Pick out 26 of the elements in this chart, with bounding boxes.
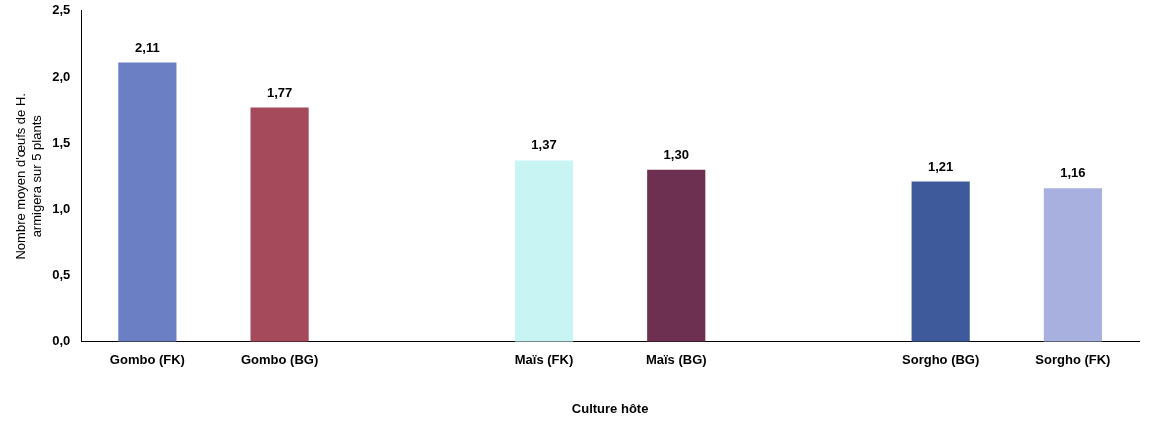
- y-tick-label: 1,5: [52, 134, 71, 150]
- data-label: 2,11: [135, 39, 160, 55]
- data-label: 1,37: [531, 137, 557, 153]
- y-tick-label: 0,5: [52, 267, 71, 283]
- y-tick-label: 2,0: [52, 68, 71, 84]
- data-label: 1,21: [928, 158, 954, 174]
- x-tick-label: Gombo (FK): [109, 352, 185, 368]
- bar: [647, 169, 706, 342]
- data-label: 1,77: [266, 84, 293, 100]
- bar: [250, 107, 309, 342]
- data-label: 1,16: [1060, 165, 1086, 181]
- x-tick-label: Sorgho (FK): [1035, 352, 1111, 368]
- bar: [1043, 188, 1102, 342]
- bar: [911, 181, 970, 342]
- y-tick-label: 0,0: [52, 333, 71, 349]
- bar: [118, 62, 177, 342]
- x-tick-label: Maïs (BG): [645, 352, 707, 368]
- x-tick-label: Gombo (BG): [240, 352, 319, 368]
- bar: [514, 160, 574, 342]
- y-tick-label: 1,0: [52, 200, 71, 216]
- x-axis-title: Culture hôte: [571, 400, 649, 416]
- x-tick-label: Maïs (FK): [514, 352, 574, 368]
- data-label: 1,30: [663, 146, 689, 162]
- y-axis-title: Nombre moyen d'œufs de H. armigera sur 5 plants: [13, 93, 44, 260]
- x-tick-label: Sorgho (BG): [902, 352, 980, 368]
- y-tick-label: 2,5: [52, 2, 71, 18]
